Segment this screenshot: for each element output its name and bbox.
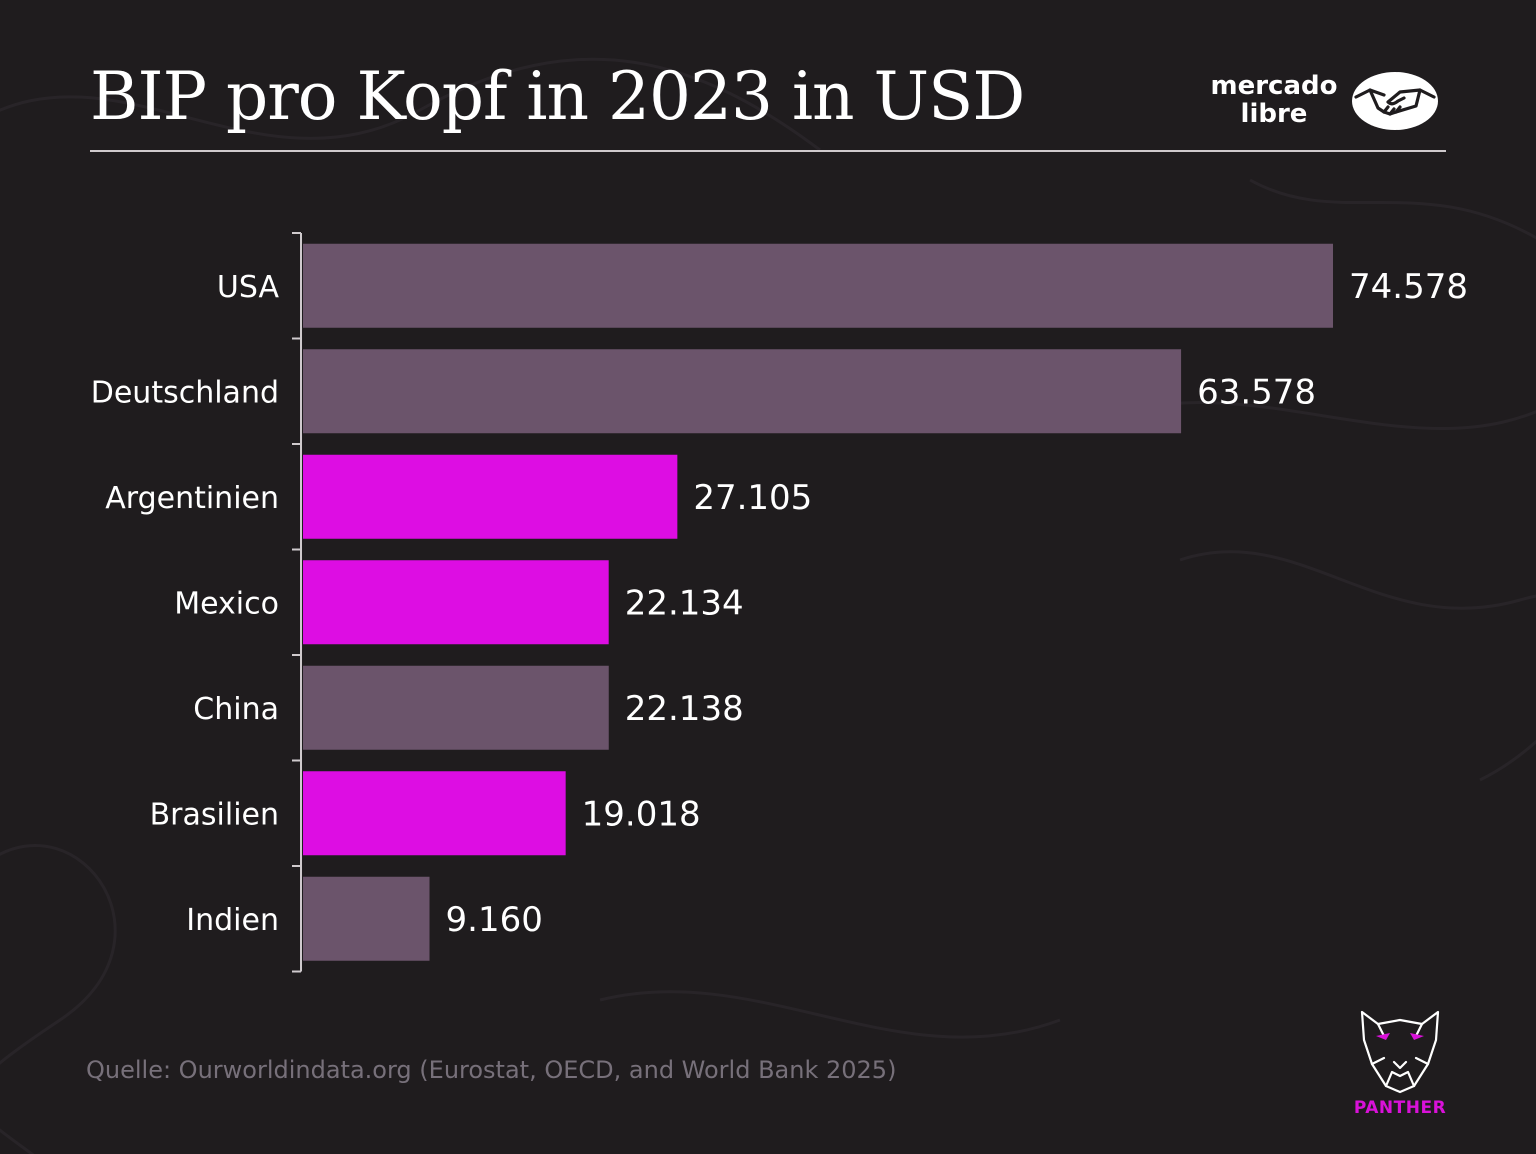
category-label: Indien [186,903,279,938]
brand-line-1: mercado [1210,71,1338,101]
value-label: 19.018 [582,794,701,834]
brand-wordmark: mercado libre [1206,72,1342,128]
bar-deutschland [303,349,1182,434]
value-label: 22.138 [625,689,744,729]
category-label: Mexico [174,586,279,621]
panther-label: PANTHER [1353,1098,1447,1118]
bar-argentinien [303,454,678,539]
value-label: 22.134 [625,583,744,623]
category-label: USA [217,270,280,305]
value-label: 63.578 [1197,372,1316,412]
bar-china [303,665,609,750]
mercado-libre-logo: mercado libre [1206,70,1446,134]
brand-line-2: libre [1240,99,1308,129]
bar-indien [303,876,430,961]
bar-usa [303,243,1333,328]
chart-title: BIP pro Kopf in 2023 in USD [90,58,1025,135]
panther-logo: PANTHER [1340,1006,1460,1126]
value-label: 74.578 [1349,267,1468,307]
title-divider [90,150,1446,152]
category-label: Brasilien [150,797,279,832]
value-label: 27.105 [693,478,812,518]
panther-icon [1360,1010,1440,1094]
bar-brasilien [303,771,566,856]
category-label: China [193,692,279,727]
category-label: Deutschland [91,375,279,410]
source-note: Quelle: Ourworldindata.org (Eurostat, OE… [86,1056,897,1084]
bar-chart: USA 74.578 Deutschland 63.578 Argentinien 27.… [91,232,1468,973]
handshake-icon [1352,72,1438,130]
category-label: Argentinien [105,481,279,516]
bar-mexico [303,560,609,645]
value-label: 9.160 [446,900,543,940]
